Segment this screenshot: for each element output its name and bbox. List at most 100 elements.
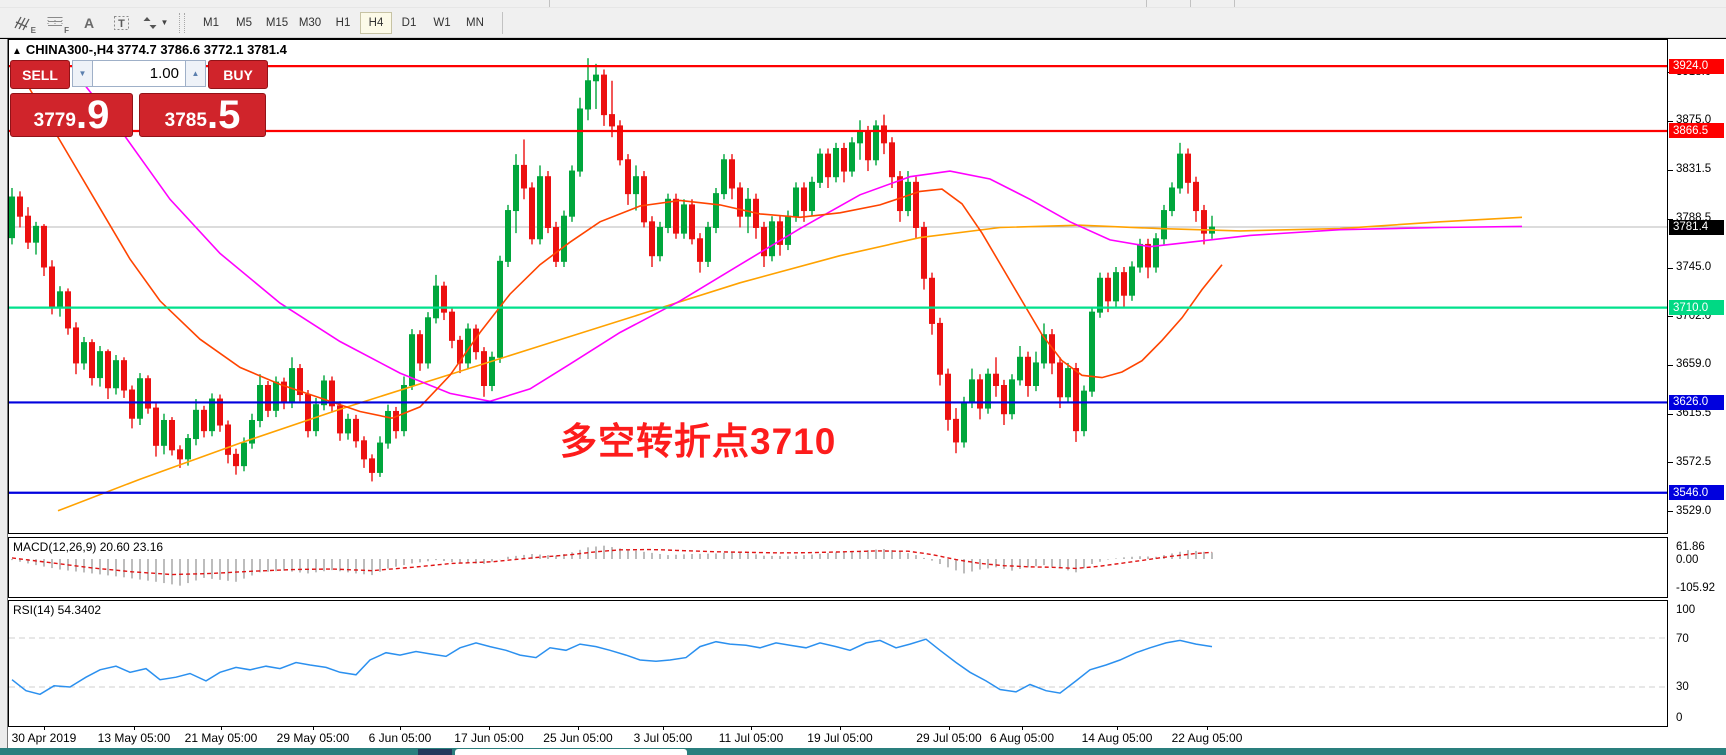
time-tick-label: 21 May 05:00	[184, 731, 258, 745]
price-line-badge: 3710.0	[1669, 300, 1724, 316]
time-tick-label: 29 Jul 05:00	[916, 731, 982, 745]
price-tick-label: 3875.0	[1676, 114, 1712, 127]
toolbar-grip	[179, 12, 185, 33]
price-line-badge: 3924.0	[1669, 58, 1724, 74]
timeframe-button-m5[interactable]: M5	[236, 16, 252, 29]
macd-axis-label: -105.92	[1676, 582, 1716, 594]
buy-button[interactable]: BUY	[208, 60, 268, 89]
font-icon[interactable]: A	[83, 14, 95, 31]
time-tick-label: 11 Jul 05:00	[718, 731, 784, 745]
sell-price-display[interactable]: 3779.9	[10, 93, 133, 137]
buy-price-display[interactable]: 3785.5	[139, 93, 266, 137]
grid-icon[interactable]: F	[41, 10, 71, 36]
time-tick-mark	[489, 726, 490, 730]
price-tick-label: 3659.0	[1676, 358, 1712, 371]
timeframe-button-m30[interactable]: M30	[298, 16, 322, 29]
time-tick-mark	[313, 726, 314, 730]
toolbar-overflow-strip	[0, 0, 1726, 8]
time-tick-mark	[400, 726, 401, 730]
time-tick-label: 13 May 05:00	[97, 731, 171, 745]
time-tick-label: 19 Jul 05:00	[807, 731, 873, 745]
candlestick-chart[interactable]	[8, 39, 1668, 534]
symbol-timeframe: CHINA300-,H4	[25, 42, 114, 57]
time-tick-mark	[1022, 726, 1023, 730]
price-tick-mark	[1668, 120, 1673, 122]
timeframe-button-h4[interactable]: H4	[360, 11, 392, 34]
time-tick-label: 17 Jun 05:00	[454, 731, 524, 745]
time-tick-mark	[578, 726, 579, 730]
price-tick-label: 3745.0	[1676, 261, 1712, 274]
rsi-axis-label: 100	[1676, 604, 1696, 616]
macd-panel[interactable]	[8, 537, 1668, 598]
chart-window: ▲ CHINA300-,H4 3774.7 3786.6 3772.1 3781.…	[0, 38, 1726, 749]
price-tick-label: 3529.0	[1676, 504, 1712, 517]
toolbar-separator	[502, 11, 503, 34]
timeframe-button-mn[interactable]: MN	[466, 16, 484, 29]
price-tick-label: 3572.5	[1676, 455, 1712, 468]
chart-annotation-text: 多空转折点3710	[560, 421, 837, 462]
one-click-trading-panel: SELL ▼ ▲ BUY 3779.9 3785.5	[10, 60, 268, 137]
timeframe-button-d1[interactable]: D1	[401, 16, 417, 29]
price-tick-label: 3615.5	[1676, 407, 1712, 420]
volume-decrease-button[interactable]: ▼	[72, 60, 93, 87]
time-tick-mark	[663, 726, 664, 730]
price-tick-mark	[1668, 413, 1673, 415]
indicators-icon[interactable]: E	[8, 10, 38, 36]
volume-input[interactable]	[93, 60, 185, 87]
macd-axis-label: 0.00	[1676, 554, 1699, 566]
price-tick-mark	[1668, 218, 1673, 220]
price-tick-mark	[1668, 316, 1673, 318]
rsi-indicator-label: RSI(14) 54.3402	[13, 603, 102, 617]
price-line-badge: 3546.0	[1669, 485, 1724, 501]
timeframe-button-m15[interactable]: M15	[265, 16, 289, 29]
bottom-status-strip	[0, 748, 1726, 755]
time-tick-mark	[949, 726, 950, 730]
time-tick-mark	[134, 726, 135, 730]
time-tick-mark	[840, 726, 841, 730]
timeframe-button-h1[interactable]: H1	[335, 16, 351, 29]
time-tick-label: 14 Aug 05:00	[1081, 731, 1153, 745]
sell-button[interactable]: SELL	[10, 60, 70, 89]
time-tick-mark	[1117, 726, 1118, 730]
bottom-strip-block	[418, 749, 452, 755]
rsi-axis-label: 0	[1676, 712, 1683, 724]
price-tick-mark	[1668, 462, 1673, 464]
time-tick-mark	[751, 726, 752, 730]
timeframe-button-w1[interactable]: W1	[433, 16, 451, 29]
window-left-edge	[0, 39, 8, 749]
timeframe-button-m1[interactable]: M1	[203, 16, 219, 29]
time-tick-label: 29 May 05:00	[276, 731, 350, 745]
price-line-badge: 3866.5	[1669, 123, 1724, 139]
time-tick-label: 25 Jun 05:00	[543, 731, 613, 745]
arrange-windows-icon[interactable]: ▼	[140, 10, 170, 36]
time-tick-label: 6 Jun 05:00	[368, 731, 432, 745]
ohlc-values: 3774.7 3786.6 3772.1 3781.4	[116, 42, 287, 57]
bottom-strip-tab	[455, 749, 687, 755]
toolbar-separator	[1190, 0, 1191, 7]
rsi-panel[interactable]	[8, 600, 1668, 727]
volume-increase-button[interactable]: ▲	[185, 60, 206, 87]
toolbar: E F A T ▼ M1 M5 M15 M30 H1 H4 D1 W1 MN	[0, 8, 1726, 38]
chart-header: ▲ CHINA300-,H4 3774.7 3786.6 3772.1 3781.…	[12, 42, 287, 57]
toolbar-separator	[1146, 0, 1147, 7]
text-label-icon[interactable]: T	[107, 10, 137, 36]
rsi-axis-label: 30	[1676, 681, 1689, 693]
price-tick-label: 3831.5	[1676, 163, 1712, 176]
price-tick-mark	[1668, 364, 1673, 366]
price-tick-mark	[1668, 511, 1673, 513]
macd-indicator-label: MACD(12,26,9) 20.60 23.16	[13, 540, 164, 554]
price-line-badge: 3626.0	[1669, 394, 1724, 410]
toolbar-separator	[549, 0, 550, 7]
dropdown-caret-icon: ▼	[160, 18, 169, 27]
time-tick-label: 6 Aug 05:00	[989, 731, 1055, 745]
time-tick-mark	[1207, 726, 1208, 730]
price-tick-mark	[1668, 267, 1673, 269]
toolbar-separator	[1234, 0, 1235, 7]
time-tick-label: 22 Aug 05:00	[1171, 731, 1243, 745]
price-tick-mark	[1668, 169, 1673, 171]
time-tick-mark	[221, 726, 222, 730]
svg-text:T: T	[118, 18, 125, 30]
collapse-arrow-icon[interactable]: ▲	[12, 46, 22, 57]
time-tick-mark	[44, 726, 45, 730]
time-tick-label: 3 Jul 05:00	[633, 731, 693, 745]
